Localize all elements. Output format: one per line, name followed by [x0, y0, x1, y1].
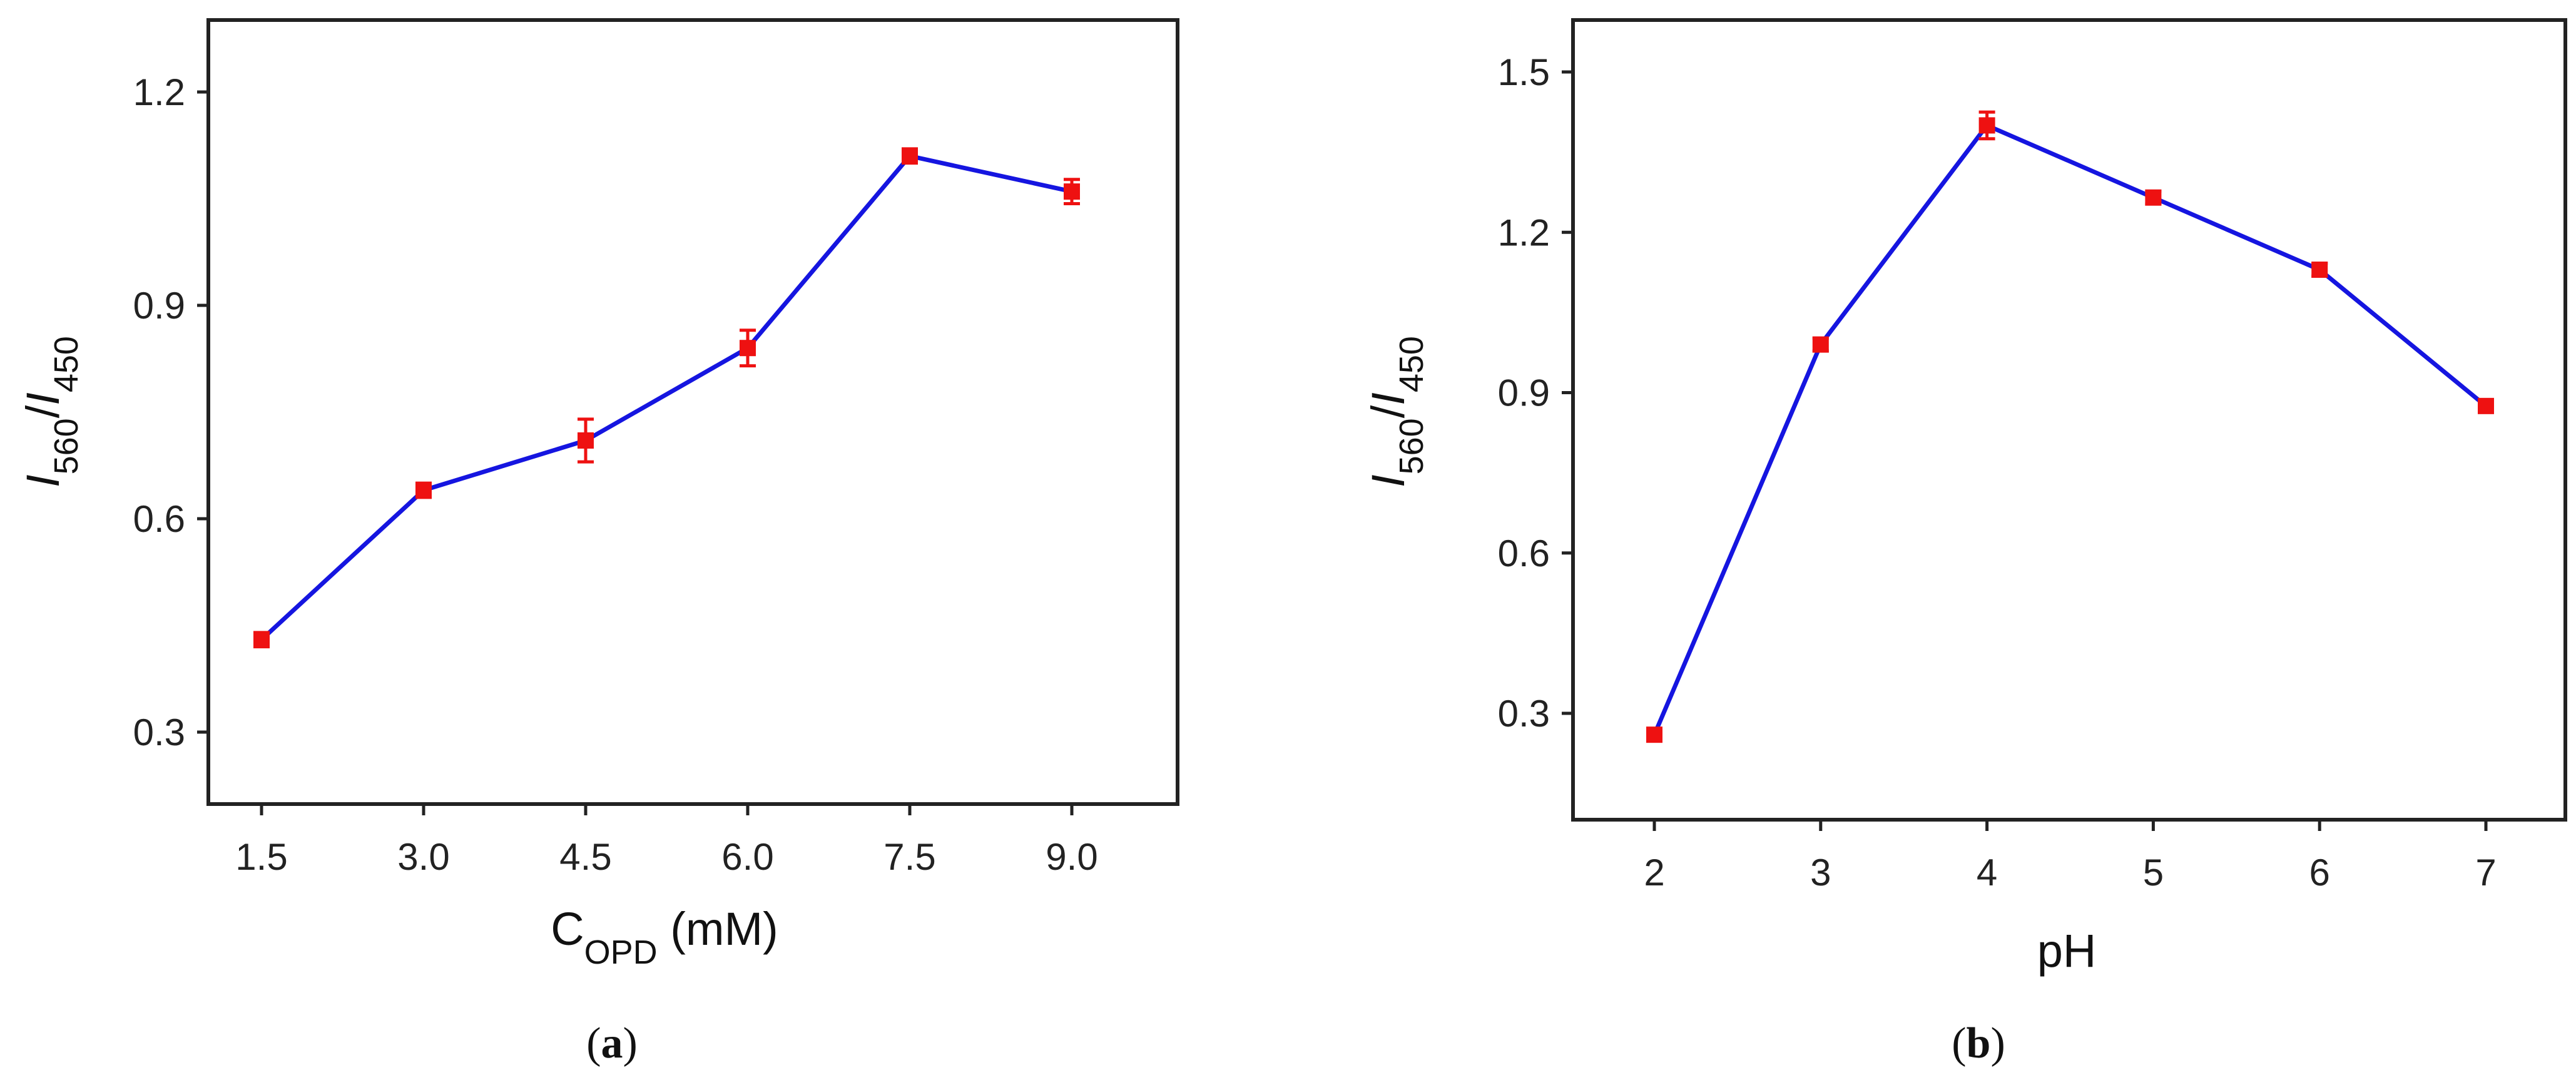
y-axis-title-a: I560/I450	[17, 336, 85, 487]
x-tick-label: 4	[1977, 852, 1997, 894]
y-tick-labels-a: 0.3 0.6 0.9 1.2	[133, 71, 185, 753]
y-tick-label: 0.6	[1498, 532, 1550, 574]
x-tick-label: 5	[2143, 852, 2164, 894]
x-tick-label: 1.5	[235, 836, 287, 878]
data-point	[578, 432, 594, 449]
data-point	[415, 482, 432, 499]
data-point	[2145, 189, 2162, 206]
x-tick-label: 6.0	[721, 836, 773, 878]
data-point	[253, 631, 270, 648]
x-tick-label: 3.0	[397, 836, 449, 878]
x-tick-label: 9.0	[1046, 836, 1097, 878]
x-axis-title-b: pH	[2037, 925, 2097, 977]
plot-frame-b	[1571, 18, 2567, 822]
data-point	[1064, 183, 1080, 200]
data-point	[2478, 397, 2494, 414]
data-point	[740, 340, 756, 357]
y-tick-labels-b: 0.3 0.6 0.9 1.2 1.5	[1498, 51, 1550, 735]
data-point	[2311, 262, 2328, 278]
panel-a: 0.3 0.6 0.9 1.2 1.5 3.0 4.5 6.0 7.5 9.0 I560/I45…	[17, 18, 1179, 1067]
x-tick-label: 3	[1810, 852, 1831, 894]
series-a	[253, 147, 1080, 649]
y-tick-label: 0.9	[1498, 372, 1550, 414]
x-tick-label: 2	[1644, 852, 1664, 894]
tick-marks-b	[1562, 70, 2488, 831]
y-axis-title-b: I560/I450	[1362, 336, 1430, 487]
panel-label-b: (b)	[1952, 1019, 2005, 1067]
x-tick-label: 4.5	[559, 836, 611, 878]
x-tick-labels-a: 1.5 3.0 4.5 6.0 7.5 9.0	[235, 836, 1097, 878]
panel-b: 0.3 0.6 0.9 1.2 1.5 2 3 4 5 6 7 I560/I450 pH (b)	[1362, 18, 2567, 1067]
y-tick-label: 0.6	[133, 498, 185, 540]
x-tick-label: 7	[2475, 852, 2496, 894]
plot-frame-a	[206, 18, 1179, 806]
series-line	[260, 153, 1072, 641]
panel-label-a: (a)	[586, 1019, 638, 1067]
y-tick-label: 1.2	[1498, 211, 1550, 253]
x-tick-label: 7.5	[883, 836, 935, 878]
data-point	[902, 148, 918, 165]
data-point	[1646, 726, 1662, 743]
y-tick-label: 0.3	[133, 711, 185, 753]
series-line	[1652, 123, 2488, 736]
x-tick-labels-b: 2 3 4 5 6 7	[1644, 852, 2496, 894]
y-tick-label: 0.9	[133, 285, 185, 327]
y-tick-label: 1.5	[1498, 51, 1550, 93]
x-axis-title-a: COPD (mM)	[551, 903, 778, 971]
x-tick-label: 6	[2309, 852, 2330, 894]
tick-marks-a	[197, 90, 1074, 815]
data-point	[1978, 117, 1995, 134]
series-b	[1646, 110, 2494, 743]
y-tick-label: 1.2	[133, 71, 185, 113]
y-tick-label: 0.3	[1498, 693, 1550, 735]
data-point	[1812, 336, 1829, 353]
